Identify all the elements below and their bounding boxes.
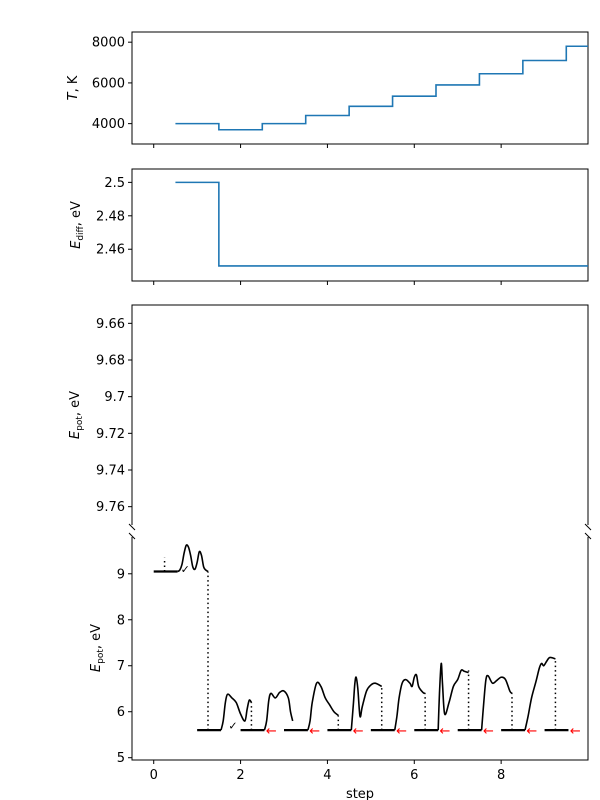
epot-lower-axes-frame	[131, 537, 589, 761]
rejected-arrow-mark: ←	[440, 724, 451, 739]
xtick-label: 2	[236, 768, 244, 783]
temperature-series-line	[175, 45, 588, 131]
temperature-y-label: T, K	[66, 75, 81, 100]
energy-profile-curve	[393, 673, 426, 731]
epot-upper-y-label: Epot, eV	[68, 391, 85, 439]
epot-lower-ytick-label: 7	[117, 659, 125, 674]
epot-lower-ytick-label: 5	[117, 751, 125, 766]
epot-upper-ytick-label: 9.72	[96, 427, 125, 442]
epot-lower-y-label: Epot, eV	[89, 624, 106, 672]
break-mark-right-lower	[584, 532, 592, 540]
temperature-ytick-label: 6000	[92, 76, 125, 91]
energy-profile-curve	[307, 681, 339, 731]
x-axis-label: step	[346, 787, 374, 800]
rejected-arrow-mark: ←	[309, 724, 320, 739]
break-mark-right-upper	[584, 523, 592, 531]
epot-lower-ytick-label: 9	[117, 567, 125, 582]
energy-profile-curve	[437, 662, 469, 731]
ediff-y-label: Ediff, eV	[69, 201, 86, 249]
xtick-label: 8	[497, 768, 505, 783]
epot-lower-ytick-label: 6	[117, 705, 125, 720]
energy-profile-curve	[263, 689, 294, 731]
xtick-label: 6	[410, 768, 418, 783]
energy-profile-curve	[350, 676, 383, 731]
xtick-label: 4	[323, 768, 331, 783]
rejected-arrow-mark: ←	[570, 724, 581, 739]
rejected-arrow-mark: ←	[266, 724, 277, 739]
rejected-arrow-mark: ←	[526, 724, 537, 739]
epot-upper-ytick-label: 9.7	[104, 390, 125, 405]
accepted-check-mark: ✓	[228, 720, 237, 733]
epot-lower-ytick-label: 8	[117, 613, 125, 628]
epot-lower-panel: ✓ ✓ ← ← ← ← ← ← ← ← 5 6 7 8 9 0 2 4 6 8 Epot, eV step	[89, 532, 592, 800]
epot-upper-panel: 9.66 9.68 9.7 9.72 9.74 9.76 Epot, eV	[68, 304, 592, 531]
temperature-panel: 4000 6000 8000 T, K	[66, 31, 589, 148]
epot-upper-ytick-label: 9.76	[96, 500, 125, 515]
energy-profile-curve	[220, 693, 253, 731]
epot-upper-ytick-label: 9.68	[96, 354, 125, 369]
temperature-axes-frame	[131, 31, 589, 145]
rejected-arrow-mark: ←	[353, 724, 364, 739]
energy-profile-curve	[524, 656, 556, 731]
ediff-ytick-label: 2.46	[96, 243, 125, 258]
energy-profile-curve	[177, 544, 209, 573]
break-mark-left-lower	[128, 532, 136, 540]
epot-upper-axes-frame	[131, 304, 589, 525]
temperature-ytick-label: 8000	[92, 36, 125, 51]
rejected-arrow-mark: ←	[396, 724, 407, 739]
accepted-check-mark: ✓	[181, 563, 190, 576]
epot-upper-ytick-label: 9.74	[96, 464, 125, 479]
energy-profile-curve	[480, 674, 513, 731]
ediff-panel: 2.46 2.48 2.5 Ediff, eV	[69, 168, 589, 285]
ediff-axes-frame	[131, 168, 589, 282]
ediff-ytick-label: 2.48	[96, 209, 125, 224]
ediff-series-line	[175, 181, 588, 267]
temperature-ytick-label: 4000	[92, 117, 125, 132]
ediff-ytick-label: 2.5	[104, 176, 125, 191]
rejected-arrow-mark: ←	[483, 724, 494, 739]
xtick-label: 0	[150, 768, 158, 783]
epot-upper-ytick-label: 9.66	[96, 317, 125, 332]
break-mark-left-upper	[128, 523, 136, 531]
